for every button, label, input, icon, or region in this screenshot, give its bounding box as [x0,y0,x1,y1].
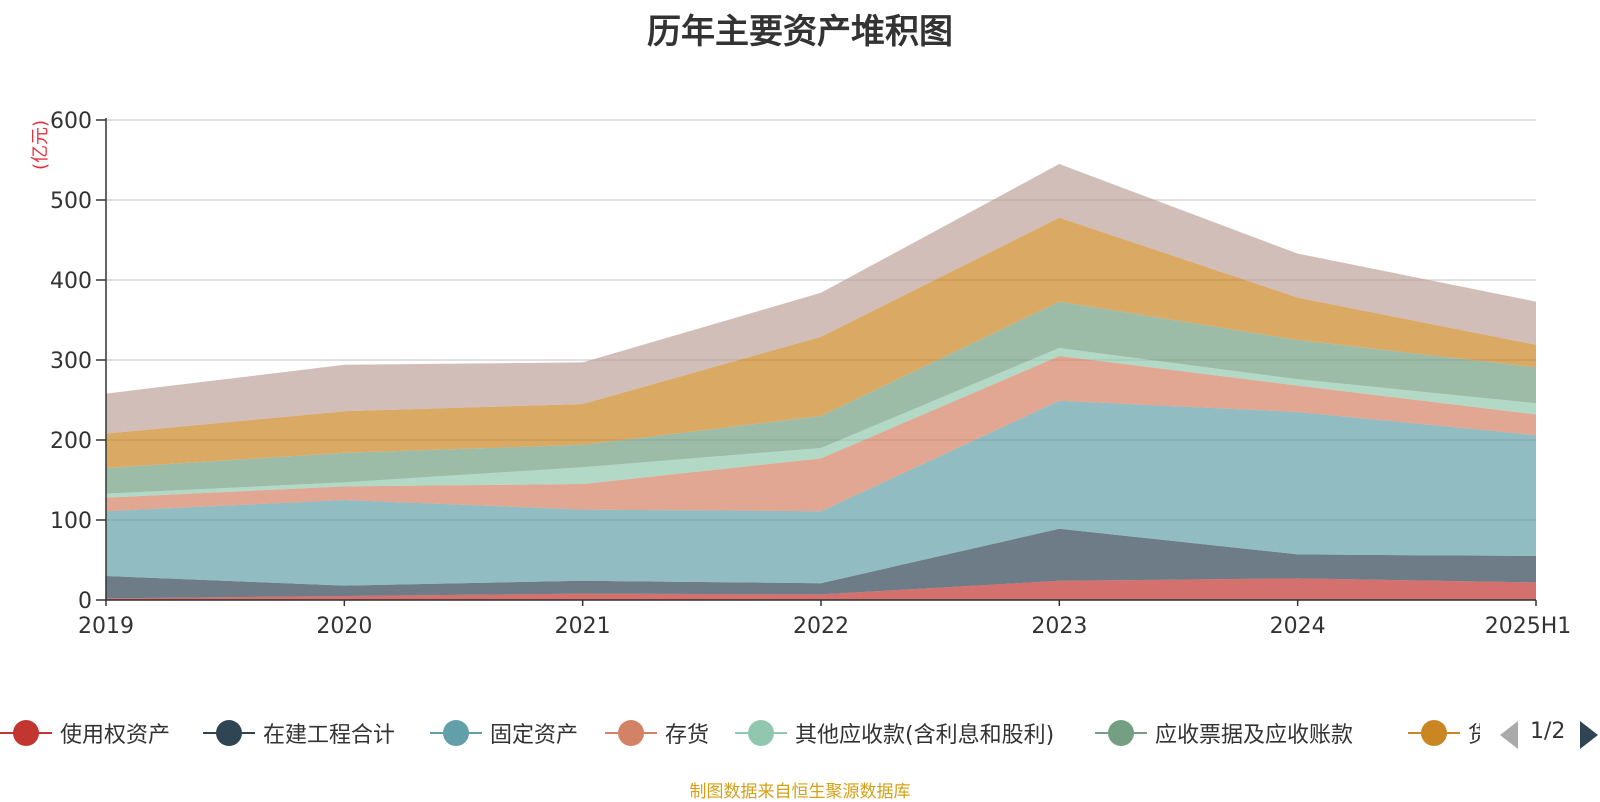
legend-item[interactable]: 应收票据及应收账款 [1095,713,1353,753]
x-tick-label: 2022 [793,614,849,639]
x-tick-label: 2021 [555,614,611,639]
chart-title: 历年主要资产堆积图 [647,12,953,52]
area-series-7[interactable] [106,217,1536,468]
legend-marker-icon [430,720,482,746]
legend-label: 其他应收款(含利息和股利) [795,723,1055,748]
y-tick-label: 100 [50,509,92,534]
legend-item[interactable]: 货币资金 [1408,713,1480,753]
legend-marker-icon [1095,720,1147,746]
legend-label: 存货 [665,723,710,748]
legend-item[interactable]: 固定资产 [430,713,578,753]
area-series-3[interactable] [106,400,1536,586]
area-series-4[interactable] [106,356,1536,512]
source-note: 制图数据来自恒生聚源数据库 [689,782,911,802]
area-series-6[interactable] [106,301,1536,494]
legend-label: 应收票据及应收账款 [1155,723,1354,748]
legend-item[interactable]: 在建工程合计 [203,713,395,753]
legend-pager: 1/2 [1500,713,1600,753]
legend-label: 固定资产 [490,723,579,748]
legend-marker-icon [1408,720,1460,746]
legend-marker-icon [203,720,255,746]
x-tick-label: 2025H1 [1485,614,1572,639]
y-tick-label: 300 [50,349,92,374]
legend-label: 在建工程合计 [263,723,396,748]
x-tick-label: 2019 [78,614,134,639]
area-series-8[interactable] [106,164,1536,434]
chart-legend: 使用权资产 在建工程合计 固定资产 存货 其他应收款(含利息和股利) 应收票据及应收账款 货… [0,713,1600,753]
y-tick-label: 500 [50,189,92,214]
x-tick-label: 2023 [1031,614,1087,639]
y-tick-label: 600 [50,109,92,134]
area-series-2[interactable] [106,528,1536,599]
legend-label: 货币资金 [1468,723,1480,748]
legend-marker-icon [605,720,657,746]
area-series-1[interactable] [106,578,1536,600]
x-tick-label: 2024 [1270,614,1326,639]
y-tick-label: 0 [78,589,92,614]
y-tick-label: 400 [50,269,92,294]
legend-marker-icon [0,720,52,746]
legend-label: 使用权资产 [60,723,171,748]
legend-page-indicator: 1/2 [1530,719,1566,744]
legend-marker-icon [735,720,787,746]
legend-item[interactable]: 存货 [605,713,709,753]
legend-prev-page-icon[interactable] [1500,721,1518,749]
legend-item[interactable]: 其他应收款(含利息和股利) [735,713,1054,753]
legend-item[interactable]: 使用权资产 [0,713,170,753]
stacked-area-chart: 0 100 200 300 400 500 600 2019 2020 2021 2022 2023 2… [50,109,1572,639]
y-tick-label: 200 [50,429,92,454]
legend-next-page-icon[interactable] [1580,721,1598,749]
x-tick-label: 2020 [316,614,372,639]
